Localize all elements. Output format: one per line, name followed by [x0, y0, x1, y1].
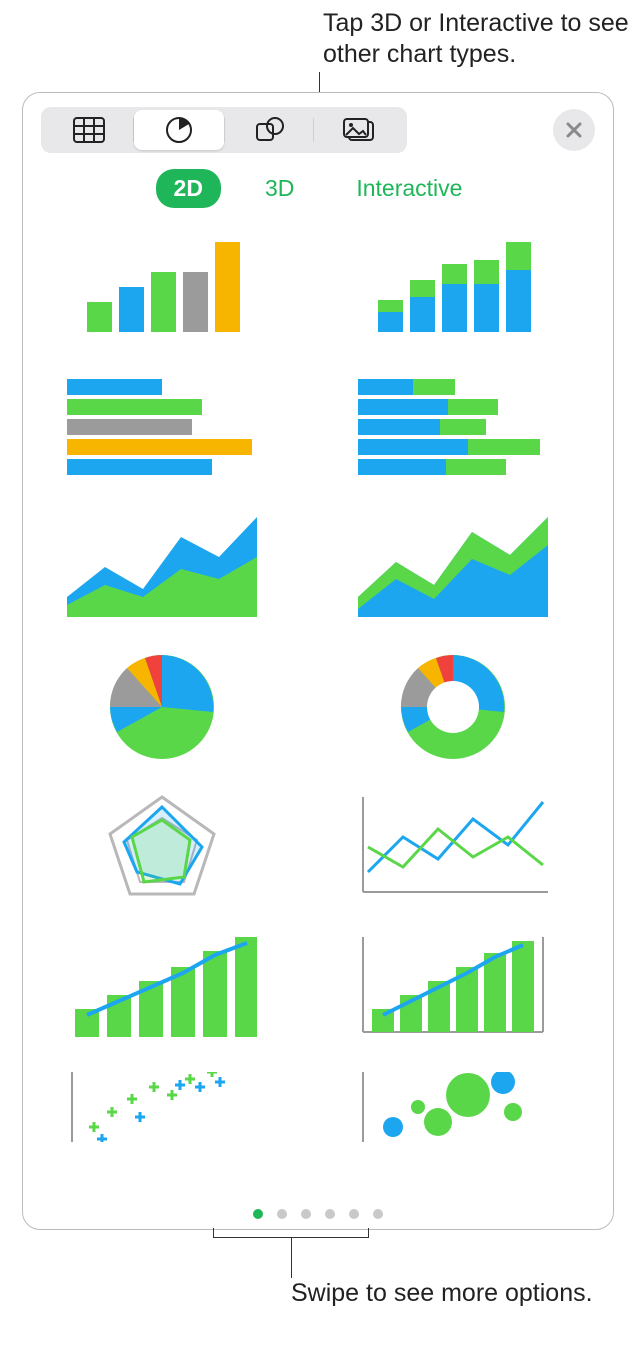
page-dot: [301, 1209, 311, 1219]
chart-column[interactable]: [57, 232, 267, 342]
charts-tab[interactable]: [134, 110, 224, 150]
chart-stacked-column[interactable]: [348, 232, 558, 342]
chart-donut[interactable]: [348, 652, 558, 762]
page-dot: [373, 1209, 383, 1219]
chart-stacked-area[interactable]: [348, 512, 558, 622]
chart-line[interactable]: [348, 792, 558, 902]
chart-stacked-bar-horizontal[interactable]: [348, 372, 558, 482]
chart-bubble[interactable]: [348, 1072, 558, 1142]
media-tab-icon: [342, 117, 376, 143]
tables-tab-icon: [73, 117, 105, 143]
shapes-tab[interactable]: [224, 110, 314, 150]
callout-line: [291, 1238, 292, 1278]
chart-combo-axes[interactable]: [348, 932, 558, 1042]
page-dot: [349, 1209, 359, 1219]
segment-3d[interactable]: 3D: [247, 169, 312, 208]
chart-area[interactable]: [57, 512, 267, 622]
chart-scatter[interactable]: [57, 1072, 267, 1142]
close-button[interactable]: [553, 109, 595, 151]
category-toolbar: [23, 93, 613, 163]
segment-2d[interactable]: 2D: [156, 169, 221, 208]
category-tab-group: [41, 107, 407, 153]
tables-tab[interactable]: [44, 110, 134, 150]
chart-type-grid: [23, 232, 613, 1142]
insert-panel: 2D 3D Interactive: [22, 92, 614, 1230]
callout-top-text: Tap 3D or Interactive to see other chart…: [323, 8, 638, 71]
shapes-tab-icon: [253, 116, 285, 144]
segment-interactive[interactable]: Interactive: [338, 169, 480, 208]
page-indicator[interactable]: [23, 1209, 613, 1219]
close-icon: [565, 121, 583, 139]
page-dot: [253, 1209, 263, 1219]
callout-bottom-text: Swipe to see more options.: [291, 1278, 593, 1309]
chart-radar[interactable]: [57, 792, 267, 902]
callout-bracket: [213, 1228, 369, 1238]
page-dot: [325, 1209, 335, 1219]
media-tab[interactable]: [314, 110, 404, 150]
chart-pie[interactable]: [57, 652, 267, 762]
charts-tab-icon: [164, 115, 194, 145]
dimension-segmented-control: 2D 3D Interactive: [23, 169, 613, 208]
chart-combo[interactable]: [57, 932, 267, 1042]
chart-bar-horizontal[interactable]: [57, 372, 267, 482]
page-dot: [277, 1209, 287, 1219]
